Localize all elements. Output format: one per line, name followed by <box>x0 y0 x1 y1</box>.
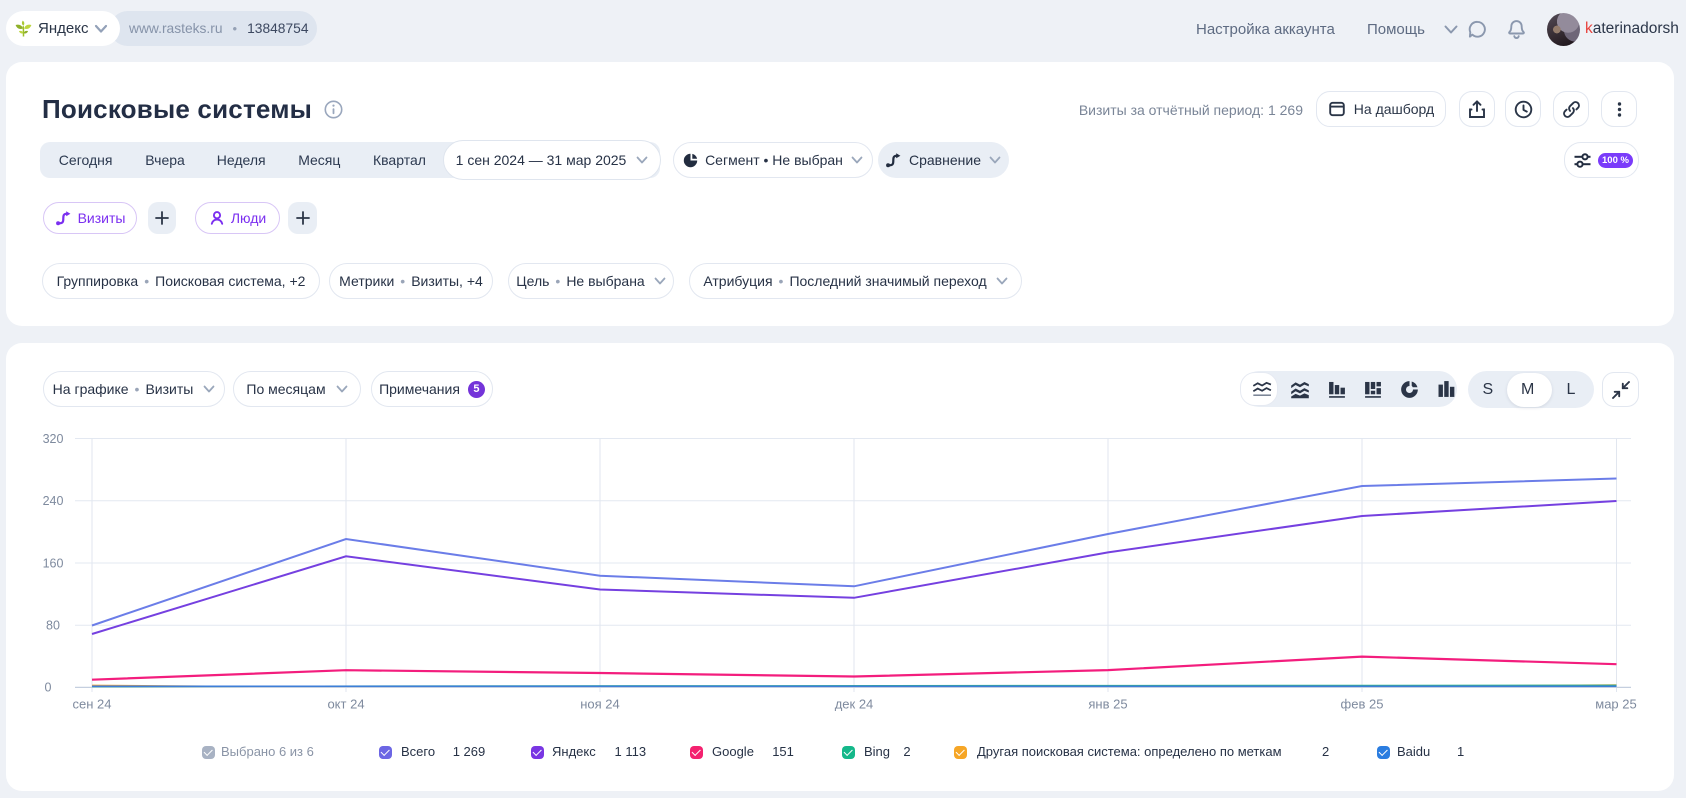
svg-text:мар 25: мар 25 <box>1595 697 1636 712</box>
svg-text:сен 24: сен 24 <box>73 697 112 712</box>
svg-text:0: 0 <box>45 681 52 695</box>
svg-text:240: 240 <box>43 494 64 508</box>
svg-text:янв 25: янв 25 <box>1088 697 1127 712</box>
svg-text:160: 160 <box>43 557 64 571</box>
svg-text:фев 25: фев 25 <box>1341 697 1384 712</box>
svg-text:дек 24: дек 24 <box>835 697 874 712</box>
svg-text:80: 80 <box>46 619 60 633</box>
svg-text:ноя 24: ноя 24 <box>580 697 620 712</box>
svg-text:320: 320 <box>43 432 64 446</box>
svg-text:окт 24: окт 24 <box>327 697 364 712</box>
